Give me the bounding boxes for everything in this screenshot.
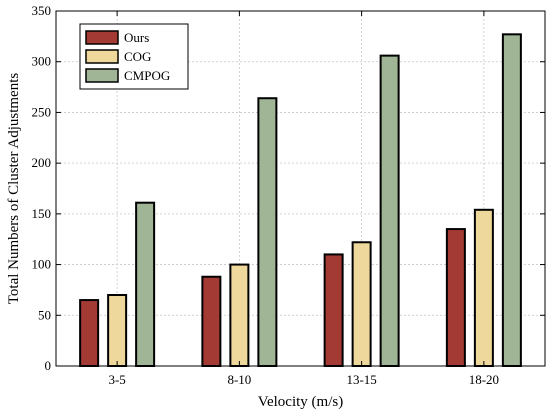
bar bbox=[323, 253, 344, 367]
legend-label: Ours bbox=[124, 30, 149, 45]
plot-frame bbox=[55, 10, 546, 367]
bar bbox=[379, 54, 400, 367]
bar bbox=[229, 263, 250, 368]
bar bbox=[135, 201, 156, 367]
y-tick-label: 250 bbox=[32, 104, 52, 119]
legend-label: COG bbox=[124, 49, 151, 64]
y-tick-label: 50 bbox=[38, 307, 51, 322]
bar bbox=[501, 33, 522, 367]
bar-series-cog bbox=[107, 208, 494, 368]
legend-label: CMPOG bbox=[124, 68, 170, 83]
legend-swatch bbox=[85, 68, 119, 83]
y-tick-label: 350 bbox=[32, 3, 52, 18]
bar bbox=[445, 228, 466, 367]
bar bbox=[351, 241, 372, 367]
legend-swatch bbox=[85, 49, 119, 64]
y-tick-label: 100 bbox=[32, 257, 52, 272]
bar bbox=[79, 299, 100, 368]
axis-ticks: 0 50 100 150 200 250 300 350 3-5 8-10 13-15 18-20 bbox=[32, 3, 545, 387]
bar bbox=[473, 208, 494, 367]
x-tick-label: 18-20 bbox=[469, 372, 499, 387]
bars bbox=[79, 33, 522, 368]
legend: Ours COG CMPOG bbox=[79, 23, 189, 90]
x-tick-label: 13-15 bbox=[346, 372, 376, 387]
bar bbox=[257, 97, 278, 367]
y-tick-label: 300 bbox=[32, 54, 52, 69]
bar bbox=[107, 294, 128, 367]
y-tick-label: 0 bbox=[45, 358, 52, 373]
bar bbox=[201, 275, 222, 367]
x-tick-label: 3-5 bbox=[108, 372, 125, 387]
y-tick-label: 150 bbox=[32, 206, 52, 221]
legend-swatch bbox=[85, 30, 119, 45]
y-tick-label: 200 bbox=[32, 155, 52, 170]
x-axis-label: Velocity (m/s) bbox=[258, 394, 343, 410]
bar-series-cmpog bbox=[135, 33, 522, 367]
x-tick-label: 8-10 bbox=[227, 372, 251, 387]
y-axis-label: Total Numbers of Cluster Adjustments bbox=[6, 73, 22, 305]
